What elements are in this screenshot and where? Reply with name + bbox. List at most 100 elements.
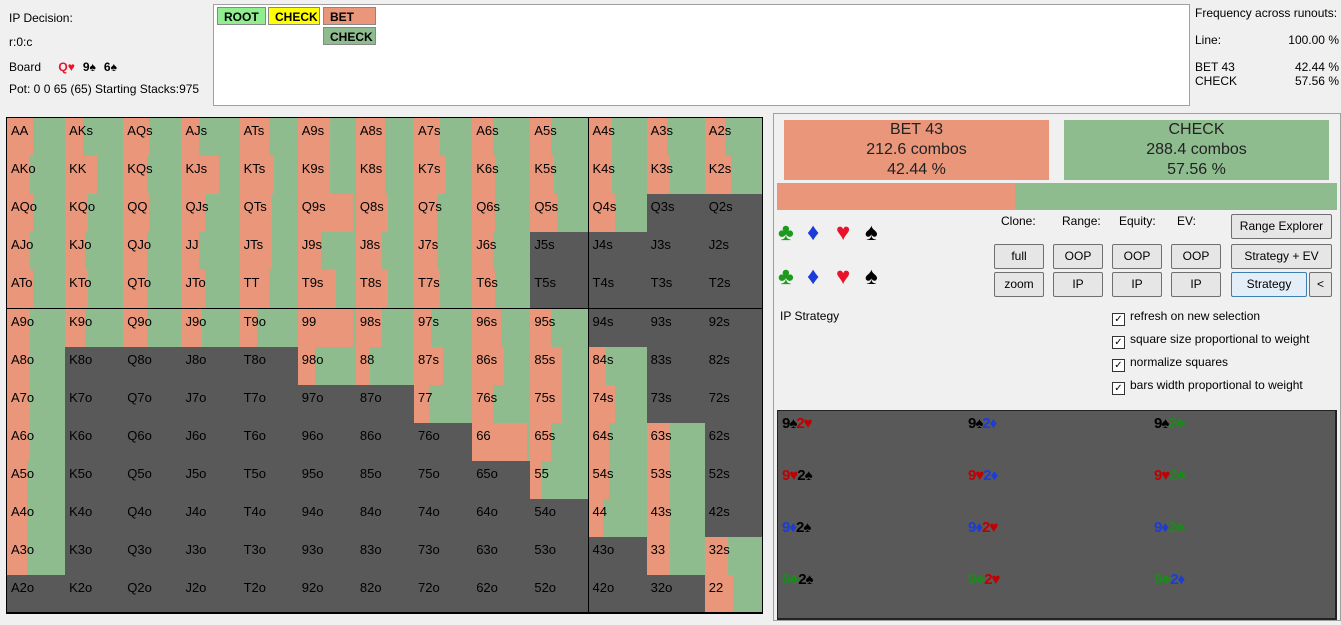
hand-cell-K2o[interactable]: K2o <box>65 575 125 614</box>
hand-cell-Q6o[interactable]: Q6o <box>123 422 183 462</box>
hand-cell-42o[interactable]: 42o <box>588 575 648 614</box>
hand-cell-KQo[interactable]: KQo <box>65 194 125 234</box>
hand-cell-85s[interactable]: 85s <box>530 346 590 386</box>
hand-cell-K9s[interactable]: K9s <box>297 156 357 196</box>
hand-cell-K3o[interactable]: K3o <box>65 537 125 577</box>
hand-cell-95o[interactable]: 95o <box>297 460 357 500</box>
diamond-icon[interactable]: ♦ <box>807 219 820 246</box>
hand-cell-Q3s[interactable]: Q3s <box>646 194 706 234</box>
runout-cell[interactable]: 9♥2♣ <box>1150 463 1336 516</box>
hand-cell-ATo[interactable]: ATo <box>7 270 67 310</box>
hand-cell-98o[interactable]: 98o <box>297 346 357 386</box>
hand-cell-J3s[interactable]: J3s <box>646 232 706 272</box>
hand-cell-Q2s[interactable]: Q2s <box>704 194 763 234</box>
hand-cell-96s[interactable]: 96s <box>472 308 532 348</box>
hand-cell-J2o[interactable]: J2o <box>181 575 241 614</box>
hand-cell-53o[interactable]: 53o <box>530 537 590 577</box>
hand-cell-64s[interactable]: 64s <box>588 422 648 462</box>
hand-cell-T7s[interactable]: T7s <box>414 270 474 310</box>
hand-cell-99[interactable]: 99 <box>297 308 357 348</box>
hand-cell-AJs[interactable]: AJs <box>181 118 241 158</box>
hand-cell-KTo[interactable]: KTo <box>65 270 125 310</box>
runout-cell[interactable]: 9♣2♠ <box>778 567 965 619</box>
hand-cell-72o[interactable]: 72o <box>414 575 474 614</box>
hand-cell-QTo[interactable]: QTo <box>123 270 183 310</box>
hand-cell-Q9s[interactable]: Q9s <box>297 194 357 234</box>
hand-cell-63o[interactable]: 63o <box>472 537 532 577</box>
hand-cell-92o[interactable]: 92o <box>297 575 357 614</box>
hand-cell-82o[interactable]: 82o <box>355 575 416 614</box>
hand-cell-K2s[interactable]: K2s <box>704 156 763 196</box>
refresh-on-selection-checkbox[interactable]: ✓ refresh on new selection <box>1112 309 1260 326</box>
hand-cell-QTs[interactable]: QTs <box>239 194 299 234</box>
hand-cell-Q8s[interactable]: Q8s <box>355 194 416 234</box>
heart-icon[interactable]: ♥ <box>836 263 851 290</box>
hand-cell-54o[interactable]: 54o <box>530 499 590 539</box>
hand-cell-73s[interactable]: 73s <box>646 384 706 424</box>
hand-cell-94s[interactable]: 94s <box>588 308 648 348</box>
hand-cell-J6s[interactable]: J6s <box>472 232 532 272</box>
hand-cell-Q4s[interactable]: Q4s <box>588 194 648 234</box>
range-ip-button[interactable]: IP <box>1053 272 1103 297</box>
hand-cell-53s[interactable]: 53s <box>646 460 706 500</box>
hand-cell-A4s[interactable]: A4s <box>588 118 648 158</box>
hand-cell-J8o[interactable]: J8o <box>181 346 241 386</box>
hand-cell-QQ[interactable]: QQ <box>123 194 183 234</box>
hand-cell-76s[interactable]: 76s <box>472 384 532 424</box>
hand-cell-T9o[interactable]: T9o <box>239 308 299 348</box>
hand-cell-J7o[interactable]: J7o <box>181 384 241 424</box>
hand-cell-42s[interactable]: 42s <box>704 499 763 539</box>
hand-cell-92s[interactable]: 92s <box>704 308 763 348</box>
equity-oop-button[interactable]: OOP <box>1112 244 1162 269</box>
runout-cell[interactable]: 9♠2♥ <box>778 411 965 464</box>
hand-cell-22[interactable]: 22 <box>704 575 763 614</box>
equity-ip-button[interactable]: IP <box>1112 272 1162 297</box>
tree-node-bet-43[interactable]: BET 43 <box>323 7 376 42</box>
ev-ip-button[interactable]: IP <box>1171 272 1221 297</box>
hand-cell-52o[interactable]: 52o <box>530 575 590 614</box>
hand-cell-T8s[interactable]: T8s <box>355 270 416 310</box>
hand-cell-ATs[interactable]: ATs <box>239 118 299 158</box>
runout-cell[interactable]: 9♠2♣ <box>1150 411 1336 464</box>
hand-cell-T3o[interactable]: T3o <box>239 537 299 577</box>
hand-cell-KQs[interactable]: KQs <box>123 156 183 196</box>
hand-cell-QJo[interactable]: QJo <box>123 232 183 272</box>
hand-cell-AA[interactable]: AA <box>7 118 67 158</box>
hand-cell-JJ[interactable]: JJ <box>181 232 241 272</box>
hand-cell-A9s[interactable]: A9s <box>297 118 357 158</box>
hand-cell-K7o[interactable]: K7o <box>65 384 125 424</box>
hand-cell-KTs[interactable]: KTs <box>239 156 299 196</box>
hand-cell-T6o[interactable]: T6o <box>239 422 299 462</box>
hand-cell-J7s[interactable]: J7s <box>414 232 474 272</box>
hand-cell-K7s[interactable]: K7s <box>414 156 474 196</box>
hand-cell-A9o[interactable]: A9o <box>7 308 67 348</box>
hand-cell-87s[interactable]: 87s <box>414 346 474 386</box>
runout-cell[interactable]: 9♦2♣ <box>1150 515 1336 568</box>
hand-cell-43s[interactable]: 43s <box>646 499 706 539</box>
hand-cell-JTs[interactable]: JTs <box>239 232 299 272</box>
hand-cell-33[interactable]: 33 <box>646 537 706 577</box>
club-icon[interactable]: ♣ <box>778 263 794 290</box>
spade-icon[interactable]: ♠ <box>865 263 878 290</box>
hand-cell-T3s[interactable]: T3s <box>646 270 706 310</box>
hand-cell-74s[interactable]: 74s <box>588 384 648 424</box>
game-tree-panel[interactable]: ROOT CHECK BET 43 CHECK <box>213 4 1190 106</box>
hand-cell-93o[interactable]: 93o <box>297 537 357 577</box>
hand-cell-73o[interactable]: 73o <box>414 537 474 577</box>
range-oop-button[interactable]: OOP <box>1053 244 1103 269</box>
hand-cell-K9o[interactable]: K9o <box>65 308 125 348</box>
square-size-weight-checkbox[interactable]: ✓ square size proportional to weight <box>1112 332 1309 349</box>
hand-cell-65o[interactable]: 65o <box>472 460 532 500</box>
hand-cell-T5o[interactable]: T5o <box>239 460 299 500</box>
hand-cell-T4s[interactable]: T4s <box>588 270 648 310</box>
tree-node-bet-check[interactable]: CHECK <box>323 27 376 45</box>
hand-cell-84s[interactable]: 84s <box>588 346 648 386</box>
hand-cell-97o[interactable]: 97o <box>297 384 357 424</box>
hand-range-grid[interactable]: AA AKs AQs AJs ATs A9s A8s A7s A6s A5s A4s A3s A2s AK… <box>6 117 763 614</box>
bars-width-weight-checkbox[interactable]: ✓ bars width proportional to weight <box>1112 378 1303 395</box>
hand-cell-J4s[interactable]: J4s <box>588 232 648 272</box>
hand-cell-K6o[interactable]: K6o <box>65 422 125 462</box>
hand-cell-J5o[interactable]: J5o <box>181 460 241 500</box>
tree-node-root[interactable]: ROOT <box>217 7 266 25</box>
hand-cell-T8o[interactable]: T8o <box>239 346 299 386</box>
